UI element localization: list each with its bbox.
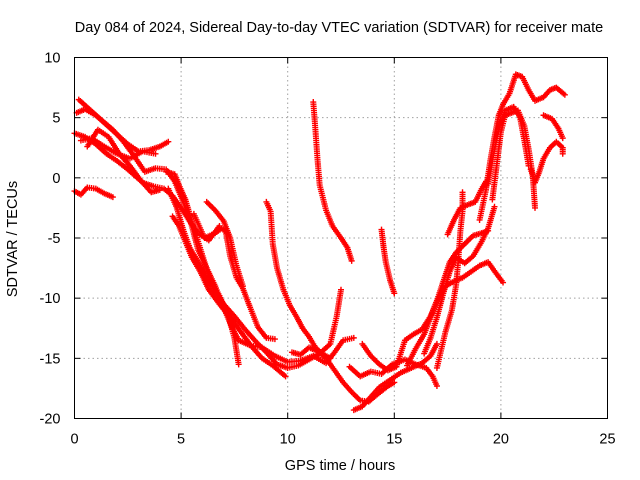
data-point	[433, 383, 440, 390]
data-point	[282, 373, 289, 380]
series-arc-11	[203, 198, 246, 290]
series-arc-9	[169, 213, 289, 380]
data-point	[348, 257, 355, 264]
data-point	[338, 286, 344, 293]
y-tick-label: 10	[44, 51, 60, 67]
y-axis-label: SDTVAR / TECUs	[5, 181, 21, 297]
data-point	[156, 186, 163, 193]
series-arc-22	[433, 189, 466, 371]
chart-title: Day 084 of 2024, Sidereal Day-to-day VTE…	[75, 20, 603, 36]
data-point	[491, 203, 498, 210]
data-point	[500, 279, 507, 286]
series-arc-18	[378, 226, 398, 297]
data-point	[271, 336, 278, 343]
data-point	[165, 138, 172, 145]
y-tick-label: -5	[48, 231, 61, 247]
data-point	[559, 150, 566, 157]
x-tick-label: 5	[177, 432, 185, 448]
data-point	[525, 162, 532, 169]
data-point	[559, 135, 566, 142]
data-point	[235, 361, 242, 368]
data-point	[391, 379, 398, 386]
series-arc-1	[71, 184, 116, 201]
y-tick-label: -20	[40, 412, 61, 428]
data-point	[459, 189, 466, 196]
series-arc-25	[485, 103, 532, 187]
y-tick-label: 5	[52, 111, 60, 127]
y-tick-label: 0	[52, 171, 60, 187]
tick-labels: 0 5 10 15 20 25 -20 -15 -10 -5 0 5 10	[40, 51, 616, 448]
series-arc-23	[476, 71, 568, 223]
data-point	[152, 150, 159, 157]
x-axis-label: GPS time / hours	[285, 458, 395, 474]
series-arc-16	[346, 356, 440, 390]
x-tick-label: 15	[386, 432, 402, 448]
data-marks	[71, 71, 568, 414]
axis-ticks	[74, 57, 608, 419]
series-arc-13	[310, 99, 355, 264]
x-tick-label: 20	[493, 432, 509, 448]
x-tick-label: 0	[70, 432, 78, 448]
data-point	[109, 194, 116, 201]
x-tick-label: 25	[599, 432, 615, 448]
series-arc-26	[527, 138, 566, 186]
data-point	[391, 290, 398, 297]
data-point	[433, 340, 440, 347]
series-arc-27	[540, 112, 566, 142]
series-arc-6	[84, 126, 163, 196]
data-point	[532, 204, 539, 211]
series-arc-15	[350, 340, 440, 414]
y-tick-label: -15	[40, 351, 61, 367]
data-point	[561, 91, 568, 98]
y-tick-label: -10	[40, 291, 61, 307]
data-point	[239, 283, 246, 290]
data-point	[350, 334, 357, 341]
series-arc-12	[263, 198, 334, 362]
x-tick-label: 10	[280, 432, 296, 448]
